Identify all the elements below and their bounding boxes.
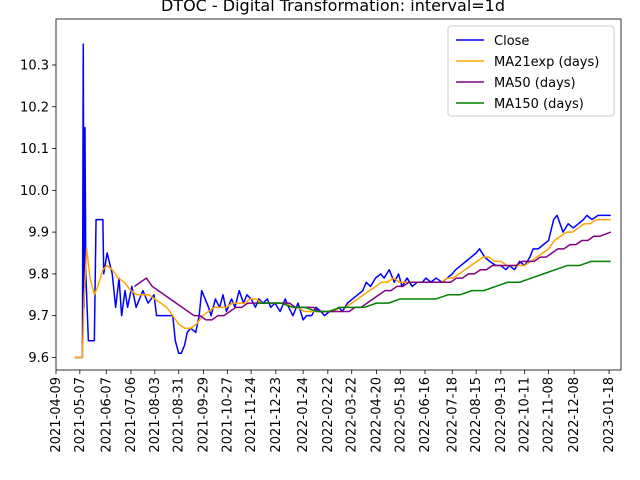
- x-tick-label: 2022-12-08: [567, 377, 582, 453]
- plot-area: [55, 18, 622, 371]
- y-tick-label: 10.3: [20, 58, 49, 73]
- x-tick-label: 2021-06-07: [99, 377, 114, 453]
- series-line-2: [133, 231, 612, 321]
- x-tick-label: 2022-08-15: [469, 377, 484, 453]
- x-tick-label: 2022-10-11: [518, 377, 533, 453]
- x-tick-label: 2022-05-18: [393, 377, 408, 453]
- y-tick-label: 9.6: [28, 351, 49, 366]
- x-tick-label: 2021-08-03: [148, 377, 163, 453]
- y-tick-label: 9.9: [28, 226, 49, 241]
- x-tick-label: 2021-08-31: [172, 377, 187, 453]
- x-tick-label: 2022-04-20: [369, 377, 384, 453]
- series-line-0: [74, 43, 611, 359]
- x-tick-label: 2022-06-16: [418, 377, 433, 453]
- legend-box: [447, 25, 615, 117]
- plot-frame: [55, 18, 622, 371]
- x-axis: 2021-04-09 2021-05-07 2021-06-07 2021-07-06…: [49, 370, 617, 453]
- x-tick-label: 2022-11-08: [542, 377, 557, 453]
- y-tick-label: 9.8: [28, 267, 49, 282]
- x-tick-label: 2021-10-27: [220, 377, 235, 453]
- legend-label: MA21exp (days): [494, 55, 599, 70]
- x-tick-label: 2023-01-18: [602, 377, 617, 453]
- x-tick-label: 2021-05-07: [73, 377, 88, 453]
- legend-label: MA150 (days): [494, 97, 584, 112]
- legend: Close MA21exp (days) MA50 (days) MA150 (day…: [447, 25, 615, 117]
- legend-label: Close: [494, 34, 529, 49]
- y-tick-label: 9.7: [28, 309, 49, 324]
- legend-label: MA50 (days): [494, 76, 576, 91]
- y-tick-label: 10.2: [20, 100, 49, 115]
- series-line-3: [257, 260, 611, 313]
- x-tick-label: 2022-01-24: [296, 377, 311, 453]
- x-tick-label: 2022-02-22: [321, 377, 336, 453]
- chart-title: DTOC - Digital Transformation: interval=…: [161, 0, 505, 15]
- x-tick-label: 2021-11-24: [244, 377, 259, 453]
- y-tick-label: 10.0: [20, 184, 49, 199]
- y-axis: 9.6 9.7 9.8 9.9 10.0 10.1 10.2 10.3: [20, 58, 56, 366]
- x-tick-label: 2021-09-29: [196, 377, 211, 453]
- x-tick-label: 2021-12-23: [269, 377, 284, 453]
- x-tick-label: 2021-07-06: [124, 377, 139, 453]
- x-tick-label: 2021-04-09: [49, 377, 64, 453]
- x-tick-label: 2022-09-13: [494, 377, 509, 453]
- x-tick-label: 2022-03-22: [345, 377, 360, 453]
- x-tick-label: 2022-07-18: [445, 377, 460, 453]
- y-tick-label: 10.1: [20, 142, 49, 157]
